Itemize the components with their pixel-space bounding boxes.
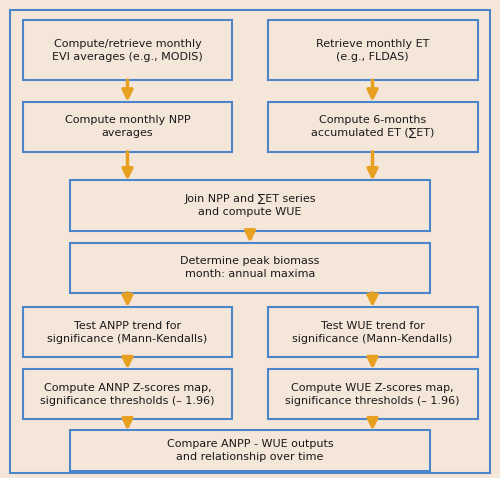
Text: Determine peak biomass
month: annual maxima: Determine peak biomass month: annual max… [180, 256, 320, 279]
FancyBboxPatch shape [22, 102, 233, 152]
Text: Compute/retrieve monthly
EVI averages (e.g., MODIS): Compute/retrieve monthly EVI averages (e… [52, 39, 203, 62]
FancyBboxPatch shape [22, 369, 233, 420]
Text: Compute monthly NPP
averages: Compute monthly NPP averages [64, 115, 190, 138]
Text: Join NPP and ∑ET series
and compute WUE: Join NPP and ∑ET series and compute WUE [184, 194, 316, 217]
FancyBboxPatch shape [70, 430, 430, 471]
Text: Compute 6-months
accumulated ET (∑ET): Compute 6-months accumulated ET (∑ET) [311, 115, 434, 138]
Text: Retrieve monthly ET
(e.g., FLDAS): Retrieve monthly ET (e.g., FLDAS) [316, 39, 429, 62]
Text: Test WUE trend for
significance (Mann-Kendalls): Test WUE trend for significance (Mann-Ke… [292, 321, 452, 344]
Text: Test ANPP trend for
significance (Mann-Kendalls): Test ANPP trend for significance (Mann-K… [48, 321, 207, 344]
Text: Compute WUE Z-scores map,
significance thresholds (– 1.96): Compute WUE Z-scores map, significance t… [285, 383, 460, 406]
FancyBboxPatch shape [268, 369, 478, 420]
FancyBboxPatch shape [268, 21, 478, 80]
FancyBboxPatch shape [22, 307, 233, 358]
FancyBboxPatch shape [70, 243, 430, 293]
Text: Compute ANNP Z-scores map,
significance thresholds (– 1.96): Compute ANNP Z-scores map, significance … [40, 383, 215, 406]
Text: Compare ANPP - WUE outputs
and relationship over time: Compare ANPP - WUE outputs and relations… [166, 439, 334, 462]
FancyBboxPatch shape [70, 181, 430, 231]
FancyBboxPatch shape [268, 307, 478, 358]
FancyBboxPatch shape [22, 21, 233, 80]
FancyBboxPatch shape [268, 102, 478, 152]
